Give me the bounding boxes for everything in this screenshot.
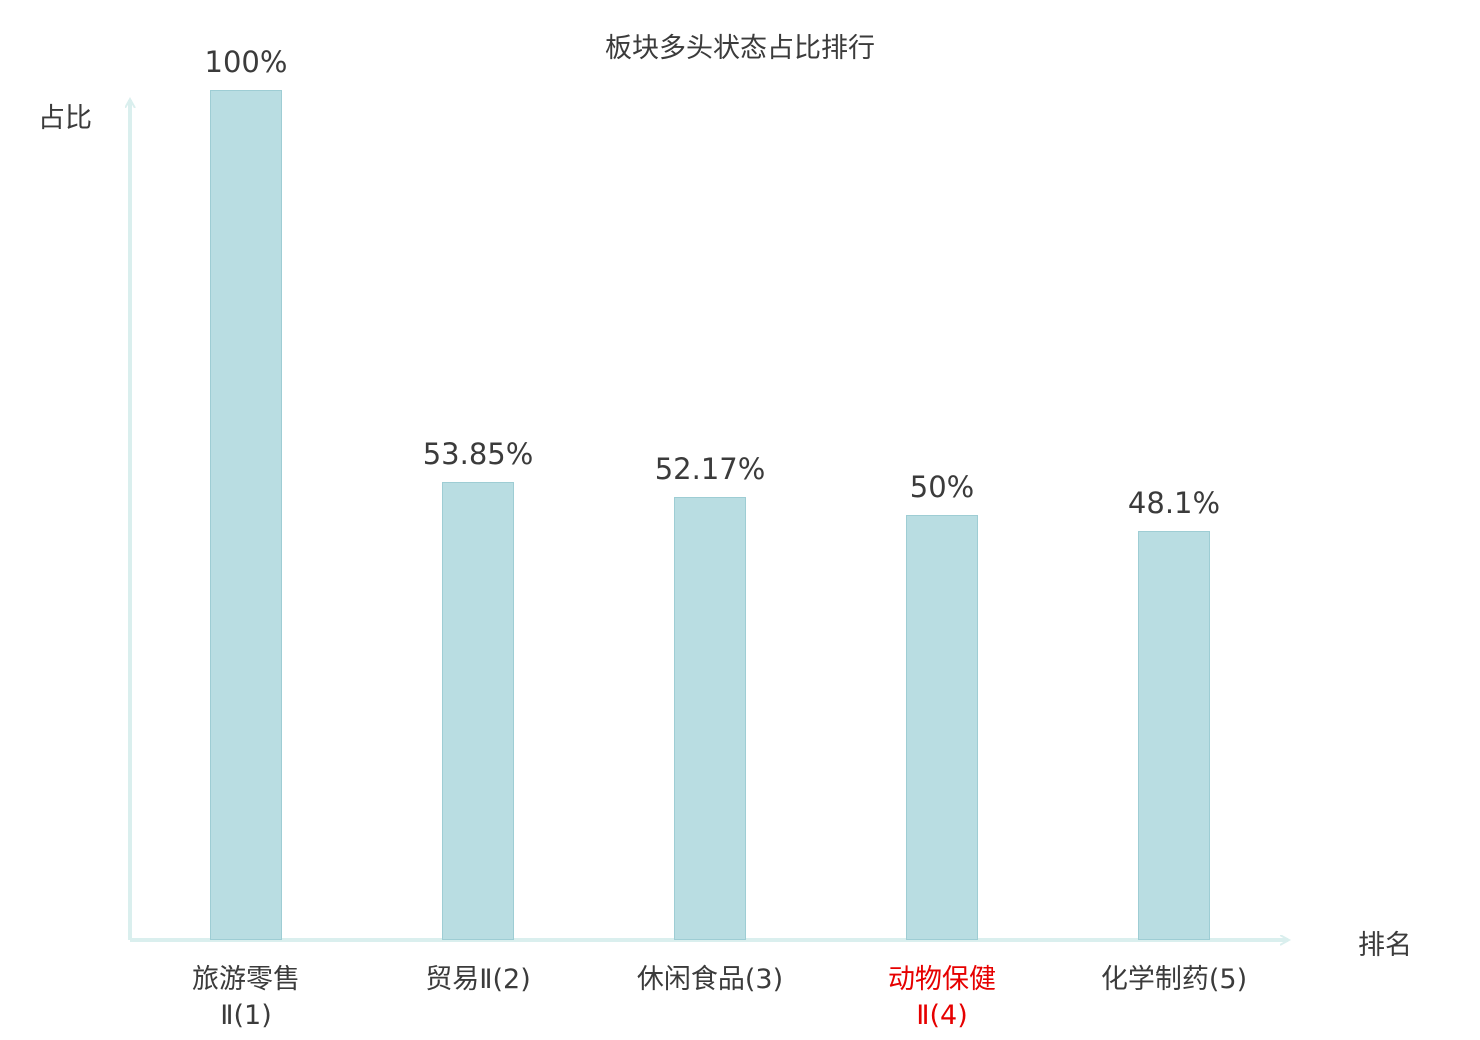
bar	[674, 497, 746, 940]
bar-value-label: 50%	[909, 470, 975, 504]
bar-value-label: 48.1%	[1127, 486, 1221, 520]
y-axis-label: 占比	[38, 103, 92, 134]
bar-category-label: 化学制药(5)	[1100, 964, 1248, 995]
bar-category-label: 动物保健 Ⅱ(4)	[888, 964, 996, 1032]
bar	[1138, 531, 1210, 940]
bar-value-label: 52.17%	[654, 452, 766, 486]
bar-value-label: 53.85%	[422, 437, 534, 471]
bar	[442, 482, 514, 940]
bar-category-label: 旅游零售 Ⅱ(1)	[192, 964, 300, 1032]
bar-value-label: 100%	[204, 45, 288, 79]
bar-category-label: 贸易Ⅱ(2)	[425, 964, 531, 995]
x-axis-label: 排名	[1358, 930, 1412, 961]
bar	[906, 515, 978, 940]
bar	[210, 90, 282, 940]
chart-title: 板块多头状态占比排行	[605, 33, 875, 64]
bar-category-label: 休闲食品(3)	[636, 964, 784, 995]
